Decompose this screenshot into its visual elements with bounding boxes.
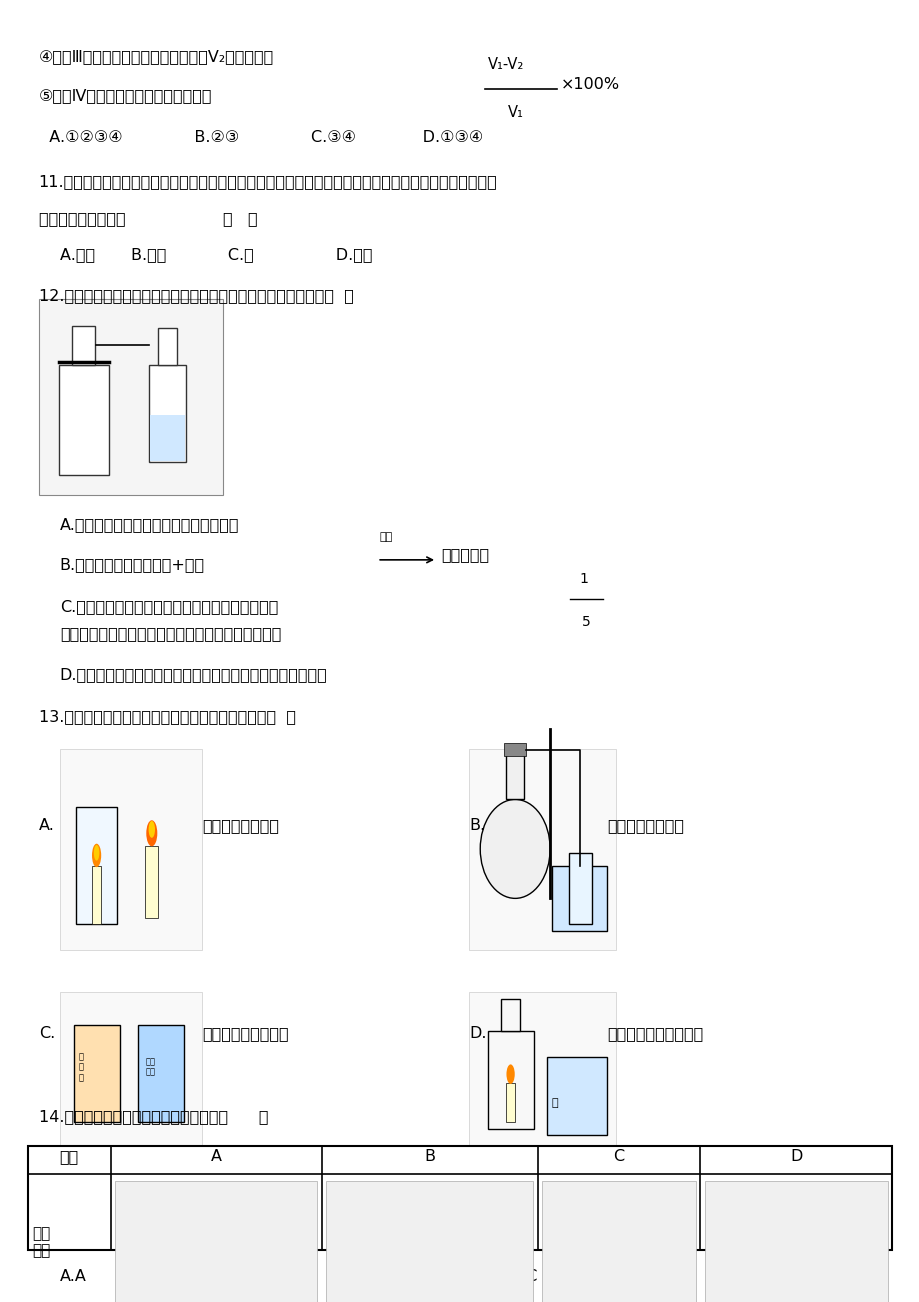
Text: C.C: C.C xyxy=(510,1269,538,1285)
Text: B.B: B.B xyxy=(285,1269,312,1285)
Bar xyxy=(28,1146,891,1250)
Text: ④步骤Ⅲ中，未冷却至室温会使测得的V₂数值偏高；: ④步骤Ⅲ中，未冷却至室温会使测得的V₂数值偏高； xyxy=(39,49,274,65)
Bar xyxy=(505,1083,515,1122)
Bar xyxy=(704,1181,887,1302)
Text: 13.根据下列实验方案进行实验，其中存在错误的是（  ）: 13.根据下列实验方案进行实验，其中存在错误的是（ ） xyxy=(39,710,295,725)
Bar xyxy=(60,749,202,950)
Bar xyxy=(547,1057,607,1135)
Bar xyxy=(158,328,176,365)
Text: A.红磷       B.木炭            C.硫                D.蜡烛: A.红磷 B.木炭 C.硫 D.蜡烛 xyxy=(60,247,372,263)
Text: 点燃: 点燃 xyxy=(380,531,392,542)
Ellipse shape xyxy=(94,845,99,861)
Text: (铁生锈): (铁生锈) xyxy=(605,1241,631,1251)
Text: D: D xyxy=(789,1148,801,1164)
Bar xyxy=(39,299,222,495)
Text: C: C xyxy=(613,1148,624,1164)
Text: A: A xyxy=(210,1148,221,1164)
Text: 5: 5 xyxy=(582,615,591,629)
Bar xyxy=(145,846,158,918)
Text: B: B xyxy=(424,1148,435,1164)
Text: A.: A. xyxy=(39,818,54,833)
Bar xyxy=(74,1025,119,1122)
Text: A.可用木炭、铁丝、硫代替红磷进行实验: A.可用木炭、铁丝、硫代替红磷进行实验 xyxy=(60,517,239,533)
Bar xyxy=(551,866,607,931)
Ellipse shape xyxy=(506,1065,515,1083)
Bar xyxy=(60,992,202,1155)
Bar xyxy=(149,365,186,462)
Text: 高锄酸鿠制取氧气: 高锄酸鿠制取氧气 xyxy=(607,818,684,833)
Bar xyxy=(92,866,101,924)
Text: 11.下列物质分别放入一密闭的充满氧气的集气瓶里，充分燃烧后，冷却至室温，由于瓶内压强明显减小，: 11.下列物质分别放入一密闭的充满氧气的集气瓶里，充分燃烧后，冷却至室温，由于瓶… xyxy=(39,174,497,190)
Text: B.: B. xyxy=(469,818,485,833)
Text: 水: 水 xyxy=(551,1098,558,1108)
Text: 1: 1 xyxy=(579,572,588,586)
Text: C.实验后进入集气瓶中水的体积大于瓶内空气体积: C.实验后进入集气瓶中水的体积大于瓶内空气体积 xyxy=(60,599,278,615)
Text: V₁-V₂: V₁-V₂ xyxy=(487,56,524,72)
Bar xyxy=(138,1025,184,1122)
Bar xyxy=(487,1031,533,1129)
Bar xyxy=(150,415,185,461)
Text: D.: D. xyxy=(469,1026,486,1042)
Text: ×100%: ×100% xyxy=(561,77,619,92)
Text: (氧气测定): (氧气测定) xyxy=(779,1241,812,1251)
Ellipse shape xyxy=(149,822,154,838)
Bar xyxy=(72,326,95,365)
Text: 使瓶塞最难开启的是                   （   ）: 使瓶塞最难开启的是 （ ） xyxy=(39,211,257,227)
Text: 的原因可能是，点燃红磷时，未用弹簧夹加紧橡胶管: 的原因可能是，点燃红磷时，未用弹簧夹加紧橡胶管 xyxy=(60,626,281,642)
Ellipse shape xyxy=(146,820,157,846)
Text: (CO₂实验): (CO₂实验) xyxy=(196,1241,236,1251)
Text: 选项: 选项 xyxy=(60,1148,79,1164)
Bar xyxy=(469,992,616,1155)
Text: 浓
硫
酸: 浓 硫 酸 xyxy=(78,1052,83,1082)
Text: (燃烧实验): (燃烧实验) xyxy=(413,1241,446,1251)
Bar xyxy=(542,1181,695,1302)
Text: 探究燃烧需要氧气: 探究燃烧需要氧气 xyxy=(202,818,279,833)
Bar xyxy=(504,743,526,756)
Text: 测定空气中洋气的含量: 测定空气中洋气的含量 xyxy=(607,1026,703,1042)
Bar xyxy=(505,754,524,799)
Bar xyxy=(59,365,109,475)
Text: ⑤步骤Ⅳ中，求得氧气的体积分数等于: ⑤步骤Ⅳ中，求得氧气的体积分数等于 xyxy=(39,89,212,104)
Bar xyxy=(115,1181,317,1302)
Text: 14.下列实验设计不能达到实验目的的是（      ）: 14.下列实验设计不能达到实验目的的是（ ） xyxy=(39,1109,267,1125)
Text: B.此反应可表示为：红磷+空气: B.此反应可表示为：红磷+空气 xyxy=(60,557,205,573)
Text: A.①②③④              B.②③              C.③④             D.①③④: A.①②③④ B.②③ C.③④ D.①③④ xyxy=(39,130,482,146)
Text: C.: C. xyxy=(39,1026,55,1042)
Text: D.D: D.D xyxy=(717,1269,746,1285)
Bar xyxy=(469,749,616,950)
Text: 证明为力在不断运动: 证明为力在不断运动 xyxy=(202,1026,289,1042)
Text: A.A: A.A xyxy=(60,1269,86,1285)
Text: 五氧化二磷: 五氧化二磷 xyxy=(441,547,489,562)
Text: 品红
溶液: 品红 溶液 xyxy=(145,1057,155,1077)
Bar xyxy=(326,1181,533,1302)
Ellipse shape xyxy=(92,844,101,867)
Bar xyxy=(76,807,117,924)
Text: V₁: V₁ xyxy=(507,105,523,121)
Text: 12.如图是用红磷测定空气中氧气含量的实验，下列说法正确的是（  ）: 12.如图是用红磷测定空气中氧气含量的实验，下列说法正确的是（ ） xyxy=(39,288,353,303)
Text: D.实验完毕，还可得出瓶内剩余气体化学性质活泼、易溶于水: D.实验完毕，还可得出瓶内剩余气体化学性质活泼、易溶于水 xyxy=(60,667,327,682)
Circle shape xyxy=(480,799,550,898)
Bar xyxy=(568,853,591,924)
Bar xyxy=(501,999,519,1031)
Text: 实验
设计: 实验 设计 xyxy=(32,1226,51,1258)
